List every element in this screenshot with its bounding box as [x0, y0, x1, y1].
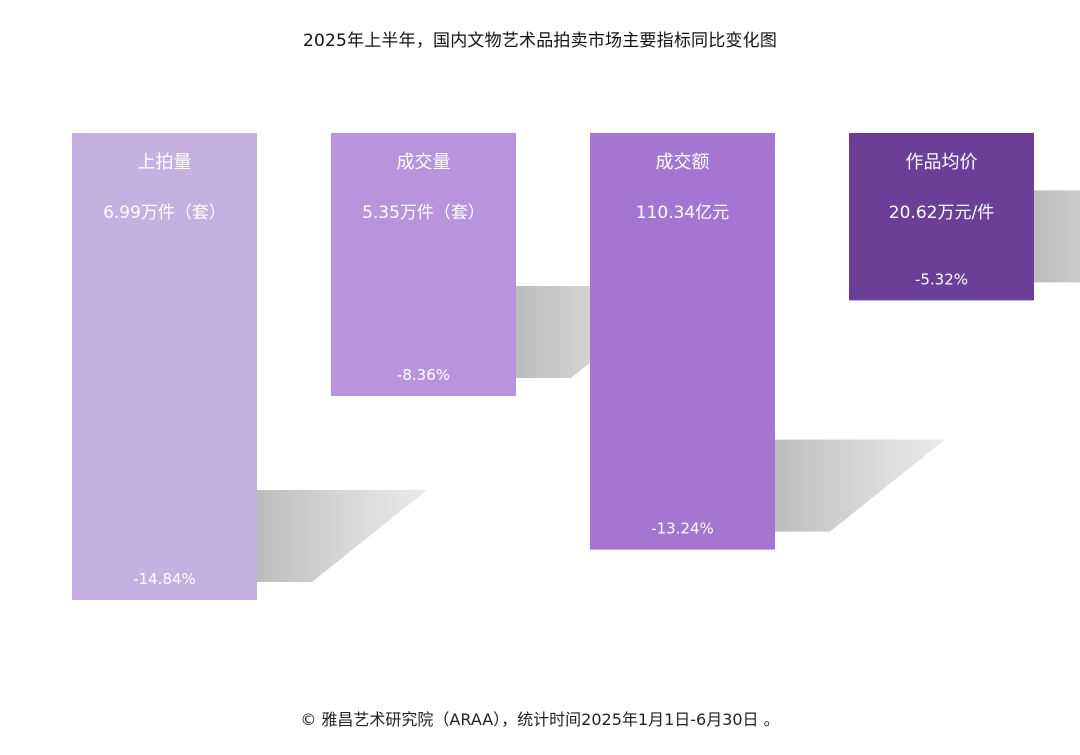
- category-label: 上拍量: [138, 152, 192, 173]
- chart-title: 2025年上半年，国内文物艺术品拍卖市场主要指标同比变化图: [302, 31, 778, 51]
- change-label: -13.24%: [651, 520, 714, 538]
- bar-2: [331, 133, 516, 397]
- bar-shadow: [775, 439, 945, 532]
- bar-1: [72, 133, 257, 600]
- bar-4: [849, 133, 1034, 301]
- value-label: 6.99万件（套）: [103, 203, 226, 223]
- category-label: 成交量: [397, 152, 451, 173]
- category-label: 作品均价: [906, 152, 978, 173]
- value-label: 20.62万元/件: [889, 203, 994, 223]
- change-label: -5.32%: [915, 270, 968, 288]
- category-label: 成交额: [656, 152, 710, 173]
- change-label: -8.36%: [397, 366, 450, 384]
- bar-shadow: [1034, 190, 1080, 283]
- bar-3: [590, 133, 775, 550]
- bar-shadow: [257, 489, 427, 582]
- value-label: 110.34亿元: [636, 203, 729, 223]
- change-label: -14.84%: [133, 570, 196, 588]
- source-note: © 雅昌艺术研究院（ARAA），统计时间2025年1月1日-6月30日 。: [300, 710, 780, 729]
- value-label: 5.35万件（套）: [362, 203, 485, 223]
